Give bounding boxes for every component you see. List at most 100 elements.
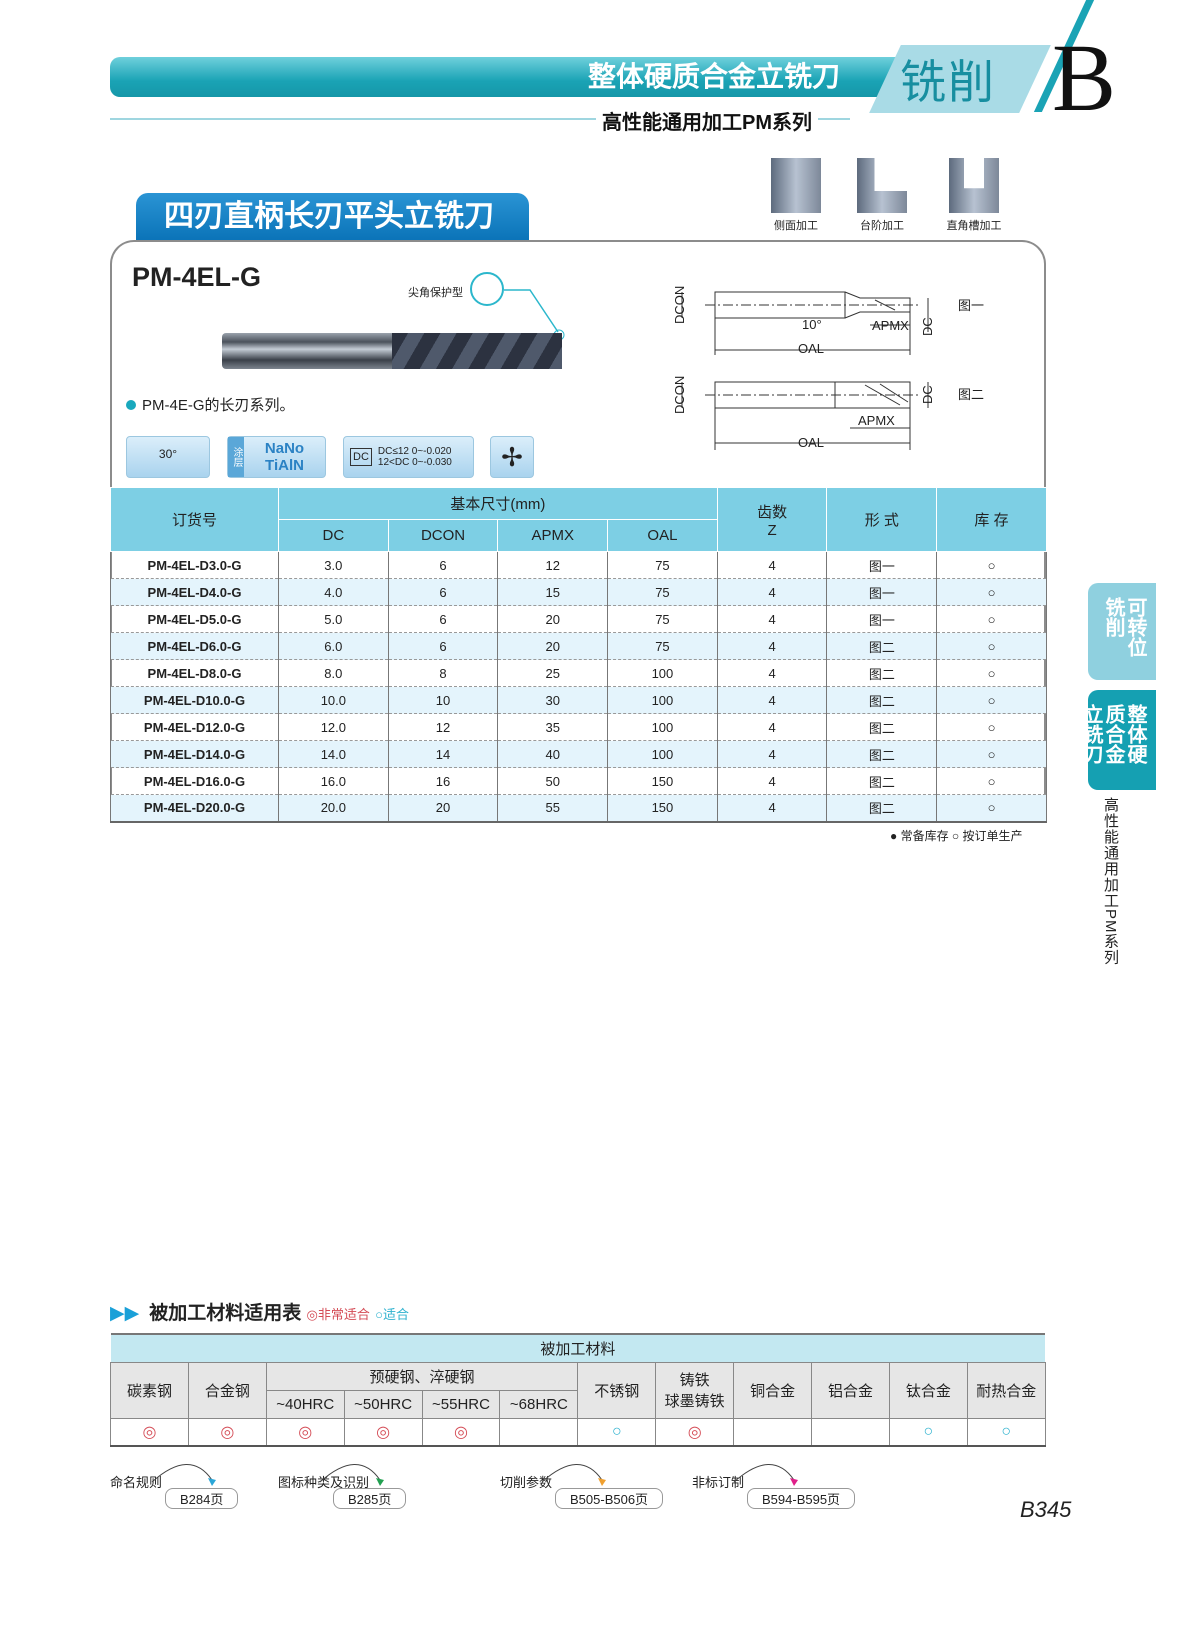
helix-value: 30° <box>158 447 178 461</box>
material-group: 预硬钢、淬硬钢 <box>265 1361 579 1391</box>
table-cell: 75 <box>607 605 718 633</box>
apmx-label: APMX <box>872 318 909 333</box>
table-cell: 3.0 <box>278 551 389 579</box>
table-cell: PM-4EL-D10.0-G <box>110 686 279 714</box>
table-cell: 图二 <box>826 767 937 795</box>
page-number: B345 <box>1020 1497 1072 1522</box>
table-cell: 20 <box>497 605 608 633</box>
material-column: ~40HRC <box>265 1389 345 1419</box>
reference-page: B284页 <box>165 1488 239 1509</box>
table-cell: 150 <box>607 767 718 795</box>
material-column: 合金钢 <box>187 1361 267 1419</box>
table-cell: PM-4EL-D20.0-G <box>110 794 279 822</box>
header-band: 整体硬质合金立铣刀 <box>110 57 900 97</box>
curved-arrow-icon <box>319 1464 384 1486</box>
material-column: 耐热合金 <box>966 1361 1046 1419</box>
table-cell: ○ <box>936 578 1047 606</box>
table-cell: PM-4EL-D8.0-G <box>110 659 279 687</box>
table-row: PM-4EL-D12.0-G 12.0 12 35 100 4 图二 ○ <box>110 713 1047 741</box>
col-order: 订货号 <box>110 487 279 552</box>
material-rating: ◎ <box>421 1418 501 1446</box>
series-subtitle: 高性能通用加工PM系列 <box>596 106 818 135</box>
operation-label: 台阶加工 <box>860 220 904 232</box>
table-cell: 12 <box>387 713 498 741</box>
table-cell: 100 <box>607 713 718 741</box>
table-cell: 6 <box>387 551 498 579</box>
table-cell: ○ <box>936 713 1047 741</box>
reference-link[interactable]: 图标种类及识别 B285页 <box>278 1464 407 1509</box>
material-column: 碳素钢 <box>110 1361 189 1419</box>
material-column: ~68HRC <box>499 1389 579 1419</box>
table-row: PM-4EL-D4.0-G 4.0 6 15 75 4 图一 ○ <box>110 578 1047 606</box>
table-cell: 100 <box>607 740 718 768</box>
table-cell: PM-4EL-D4.0-G <box>110 578 279 606</box>
reference-page: B285页 <box>333 1488 407 1509</box>
operation-side-milling: 侧面加工 <box>764 158 828 233</box>
chapter-letter: B <box>1052 24 1117 131</box>
coating-badge: 涂层 NaNo TiAlN <box>227 436 326 478</box>
reference-link[interactable]: 命名规则 B284页 <box>110 1464 239 1509</box>
reference-label: 命名规则 <box>110 1475 163 1490</box>
table-cell: PM-4EL-D16.0-G <box>110 767 279 795</box>
figure-2-label: 图二 <box>958 387 984 402</box>
operation-slot: 直角槽加工 <box>942 158 1006 233</box>
reference-link[interactable]: 切削参数 B505-B506页 <box>500 1464 664 1509</box>
table-cell: 图二 <box>826 659 937 687</box>
table-row: PM-4EL-D20.0-G 20.0 20 55 150 4 图二 ○ <box>110 794 1047 822</box>
material-header: 被加工材料 <box>110 1333 1046 1363</box>
table-cell: PM-4EL-D6.0-G <box>110 632 279 660</box>
reference-page: B505-B506页 <box>555 1488 664 1509</box>
col-dc: DC <box>278 519 389 552</box>
table-cell: 图一 <box>826 605 937 633</box>
category-label: 铣削 <box>900 56 996 108</box>
feature-label: PM-4E-G的长刃系列。 <box>142 397 295 414</box>
table-cell: 12 <box>497 551 608 579</box>
table-cell: 6 <box>387 605 498 633</box>
side-tab-indexable[interactable]: 可转位铣削 <box>1088 583 1156 680</box>
material-rating: ◎ <box>187 1418 267 1446</box>
col-teeth: 齿数 Z <box>716 487 828 552</box>
legend-very-suitable: ◎非常适合 <box>306 1307 370 1322</box>
table-cell: 40 <box>497 740 608 768</box>
table-cell: 4 <box>716 659 827 687</box>
curved-arrow-icon <box>733 1464 798 1486</box>
table-cell: 75 <box>607 551 718 579</box>
bullet-icon <box>126 400 136 410</box>
material-column: ~50HRC <box>343 1389 423 1419</box>
four-flute-icon: ✢ <box>490 436 534 478</box>
coating-name: NaNo TiAlN <box>264 440 305 474</box>
material-column: 铸铁 球墨铸铁 <box>655 1361 735 1419</box>
table-cell: 100 <box>607 686 718 714</box>
dimension-diagram: DCON 10° APMX DC OAL 图一 DCON APMX DC OAL… <box>672 286 984 450</box>
side-tab-solid-carbide[interactable]: 整体硬质合金立铣刀 <box>1080 690 1156 790</box>
table-row: PM-4EL-D14.0-G 14.0 14 40 100 4 图二 ○ <box>110 740 1047 768</box>
oal-label: OAL <box>798 341 824 356</box>
material-column: ~55HRC <box>421 1389 501 1419</box>
col-form: 形 式 <box>826 487 938 552</box>
table-cell: 6 <box>387 632 498 660</box>
col-apmx: APMX <box>497 519 609 552</box>
table-cell: 4 <box>716 740 827 768</box>
material-column: 不锈钢 <box>577 1361 657 1419</box>
table-cell: 8.0 <box>278 659 389 687</box>
legend-suitable: ○适合 <box>375 1307 410 1322</box>
table-cell: 图一 <box>826 578 937 606</box>
table-cell: 图二 <box>826 740 937 768</box>
table-cell: 14.0 <box>278 740 389 768</box>
side-milling-icon <box>771 158 821 213</box>
angle-label: 10° <box>802 317 822 332</box>
feature-text: PM-4E-G的长刃系列。 <box>126 394 295 415</box>
material-title: ▶▶ 被加工材料适用表 ◎非常适合 ○适合 <box>110 1298 409 1325</box>
material-rating: ◎ <box>655 1418 735 1446</box>
table-cell: ○ <box>936 794 1047 822</box>
table-cell: 图二 <box>826 794 937 822</box>
curved-arrow-icon <box>541 1464 606 1486</box>
operation-label: 直角槽加工 <box>946 220 1002 232</box>
table-cell: 4 <box>716 551 827 579</box>
reference-link[interactable]: 非标订制 B594-B595页 <box>692 1464 856 1509</box>
table-cell: ○ <box>936 605 1047 633</box>
figure-1-label: 图一 <box>958 298 984 313</box>
table-cell: ○ <box>936 740 1047 768</box>
material-rating <box>499 1418 579 1446</box>
table-cell: 4 <box>716 686 827 714</box>
